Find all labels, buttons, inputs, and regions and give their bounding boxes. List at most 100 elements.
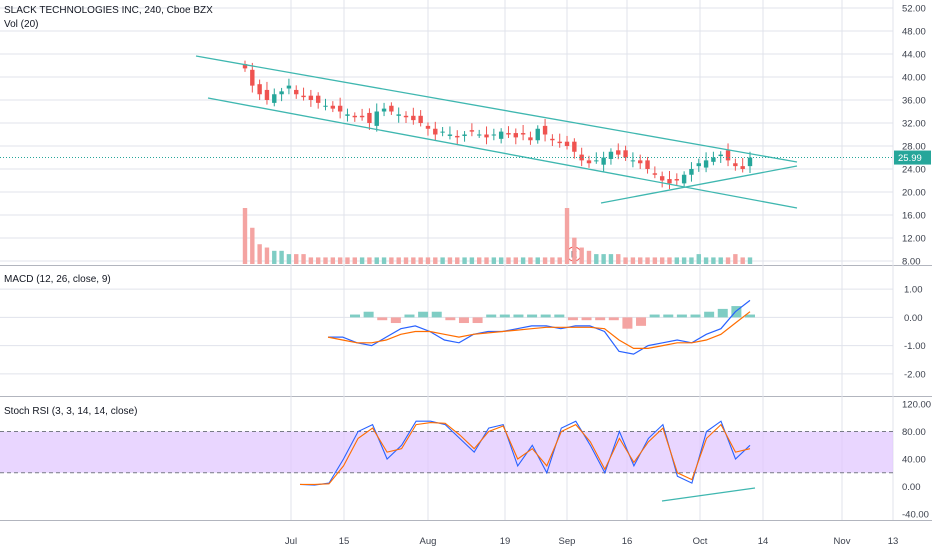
volume-bar <box>608 254 614 264</box>
volume-bar <box>594 254 599 264</box>
volume-pane <box>242 208 753 264</box>
candle-body <box>462 134 467 136</box>
volume-bar <box>535 257 540 264</box>
candle-body <box>345 114 350 116</box>
volume-bar <box>272 250 277 264</box>
macd-histogram-bar <box>486 314 497 318</box>
volume-bar <box>572 237 577 264</box>
macd-histogram-bar <box>540 314 551 318</box>
candle-body <box>308 95 314 100</box>
volume-bar <box>725 257 731 264</box>
macd-y-tick-label: 1.00 <box>904 285 923 296</box>
candle-body <box>374 111 379 126</box>
volume-bar <box>747 257 753 264</box>
x-tick-label: 14 <box>758 536 769 547</box>
volume-bar <box>455 257 460 264</box>
volume-bar <box>469 257 475 264</box>
macd-title: MACD (12, 26, close, 9) <box>4 274 111 285</box>
axes: Jul 15 Aug 19 Sep 16 Oct 14 Nov 13 52.00 48.00 44.00… <box>285 4 931 548</box>
macd-histogram-bar <box>390 317 401 324</box>
candle-body <box>572 141 577 152</box>
macd-histogram-bar <box>622 317 633 329</box>
candle-body <box>264 89 270 100</box>
volume-bar <box>294 254 299 264</box>
volume-bar <box>323 257 328 264</box>
rsi-y-tick-label: 0.00 <box>902 482 921 493</box>
candle-body <box>740 166 745 169</box>
macd-histogram-bar <box>745 314 755 318</box>
volume-bar <box>308 257 314 264</box>
volume-bar <box>418 257 423 264</box>
candle-body <box>250 69 255 86</box>
candle-body <box>418 115 423 123</box>
macd-histogram-bar <box>649 314 660 318</box>
candle-body <box>337 105 343 112</box>
volume-bar <box>440 257 445 264</box>
volume-bar <box>638 257 643 264</box>
candle-body <box>433 128 438 135</box>
volume-bar <box>337 257 343 264</box>
candle-body <box>564 141 570 146</box>
candle-body <box>352 115 357 118</box>
candle-body <box>396 114 401 116</box>
macd-y-tick-label: -2.00 <box>904 369 926 380</box>
volume-bar <box>601 254 606 264</box>
candle-body <box>315 95 321 103</box>
volume-bar <box>447 257 453 264</box>
volume-bar <box>484 257 489 264</box>
price-title: SLACK TECHNOLOGIES INC, 240, Cboe BZX <box>4 5 213 16</box>
candle-body <box>513 133 518 138</box>
x-tick-label: Aug <box>420 536 437 547</box>
macd-histogram-bar <box>595 317 606 321</box>
volume-bar <box>652 257 658 264</box>
macd-histogram-bar <box>377 317 388 321</box>
volume-bar <box>286 254 292 264</box>
volume-bar <box>542 257 548 264</box>
volume-bar <box>645 257 650 264</box>
y-tick-label: 24.00 <box>902 165 926 176</box>
candle-body <box>586 160 592 164</box>
volume-bar <box>740 257 745 264</box>
y-tick-label: 40.00 <box>902 73 926 84</box>
macd-histogram-bar <box>608 317 619 321</box>
price-pane: E <box>0 55 893 262</box>
candle-body <box>520 133 526 135</box>
macd-histogram-bar <box>554 314 565 318</box>
candle-body <box>477 134 482 136</box>
candle-body <box>301 95 306 98</box>
macd-signal-line <box>327 311 751 349</box>
last-price-badge <box>894 150 931 165</box>
volume-bar <box>513 257 518 264</box>
macd-histogram-bar <box>350 314 360 318</box>
candle-body <box>645 160 650 169</box>
candle-body <box>711 157 716 162</box>
macd-histogram-bar <box>663 314 674 318</box>
volume-bar <box>696 254 701 264</box>
volume-bar <box>403 257 409 264</box>
macd-histogram-bar <box>445 317 456 321</box>
x-tick-label: Oct <box>693 536 708 547</box>
volume-bar <box>381 257 387 264</box>
candle-body <box>367 112 372 123</box>
x-tick-label: Sep <box>559 536 576 547</box>
candle-body <box>411 115 416 121</box>
channel-upper-line <box>195 55 798 163</box>
macd-histogram-bar <box>717 308 728 318</box>
candle-body <box>747 157 753 167</box>
candle-body <box>498 131 504 139</box>
rsi-y-tick-label: 120.00 <box>902 400 931 411</box>
candle-body <box>469 130 475 132</box>
candle-body <box>242 64 248 69</box>
candle-body <box>674 179 680 181</box>
candle-body <box>733 163 738 167</box>
macd-histogram-bar <box>690 314 701 318</box>
volume-bar <box>520 257 526 264</box>
x-tick-label: 16 <box>622 536 633 547</box>
volume-bar <box>718 257 723 264</box>
volume-bar <box>711 257 716 264</box>
candle-body <box>703 160 709 168</box>
candle-body <box>381 108 387 112</box>
candle-body <box>601 157 606 165</box>
